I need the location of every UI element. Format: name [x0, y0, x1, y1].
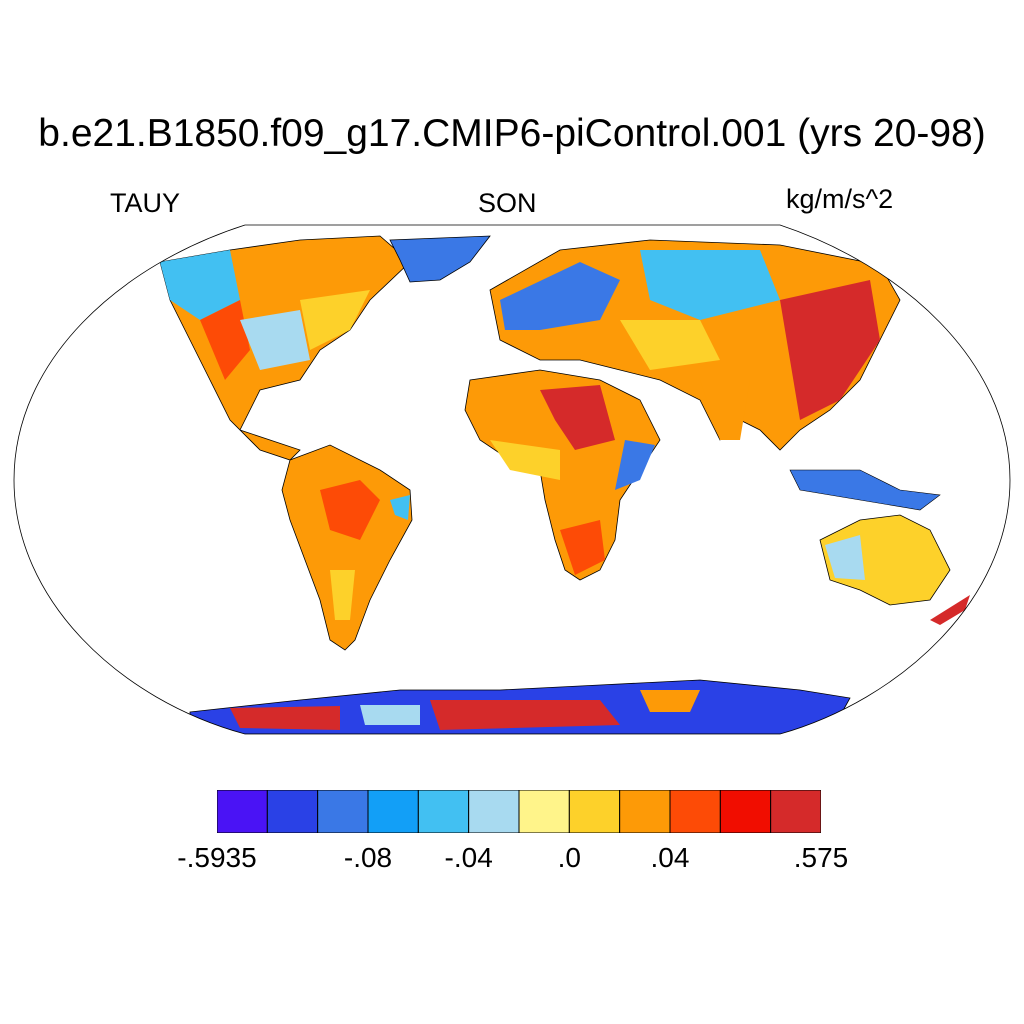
- region-se-asia: [789, 469, 941, 511]
- region-east-asia: [780, 280, 880, 420]
- region-antarctica-light: [360, 705, 420, 725]
- region-na-central: [240, 310, 310, 370]
- colorbar-swatch: [468, 790, 520, 833]
- region-siberia: [640, 250, 780, 320]
- region-europe: [500, 262, 620, 330]
- region-east-africa: [615, 440, 655, 490]
- region-greenland: [389, 235, 491, 283]
- region-new-zealand: [930, 595, 970, 625]
- region-southern-africa: [560, 520, 605, 575]
- season-label: SON: [478, 188, 537, 218]
- colorbar-swatch: [669, 790, 721, 833]
- land-regions: [159, 235, 970, 734]
- units-label: kg/m/s^2: [786, 184, 894, 214]
- region-antarctica-red-west: [230, 706, 340, 730]
- colorbar: [217, 790, 821, 833]
- region-na-east: [300, 290, 370, 350]
- region-sahel: [490, 440, 560, 480]
- region-australia-west: [825, 535, 865, 580]
- colorbar-tick-label: .04: [650, 842, 690, 873]
- region-sa-east: [390, 495, 410, 520]
- region-antarctica-red-east: [430, 700, 620, 730]
- region-india: [700, 380, 750, 440]
- colorbar-swatch: [266, 790, 319, 833]
- map-outline: [13, 224, 1011, 735]
- colorbar-tick-label: -.5935: [177, 842, 257, 873]
- region-central-asia: [620, 320, 720, 370]
- region-sa-south: [330, 570, 355, 620]
- colorbar-swatch: [770, 790, 821, 833]
- colorbar-swatch: [417, 790, 470, 833]
- region-na-west: [200, 300, 250, 380]
- region-antarctica-orange: [640, 690, 700, 712]
- region-south-america: [281, 444, 413, 651]
- colorbar-swatch: [367, 790, 419, 833]
- colorbar-swatch: [719, 790, 772, 833]
- region-alaska: [160, 250, 240, 320]
- colorbar-swatch: [568, 790, 621, 833]
- colorbar-tick-label: .575: [793, 842, 849, 873]
- region-sahara: [540, 385, 615, 450]
- colorbar-swatch: [317, 790, 369, 833]
- colorbar-tick-label: -.08: [343, 842, 393, 873]
- colorbar-tick-label: -.04: [444, 842, 493, 873]
- colorbar-swatch: [518, 790, 570, 833]
- region-sa-inner: [320, 480, 380, 540]
- plot-title: b.e21.B1850.f09_g17.CMIP6-piControl.001 …: [38, 112, 986, 155]
- colorbar-swatch: [217, 790, 268, 833]
- colorbar-swatch: [619, 790, 671, 833]
- colorbar-tick-label: .0: [557, 842, 582, 873]
- variable-label: TAUY: [110, 188, 181, 218]
